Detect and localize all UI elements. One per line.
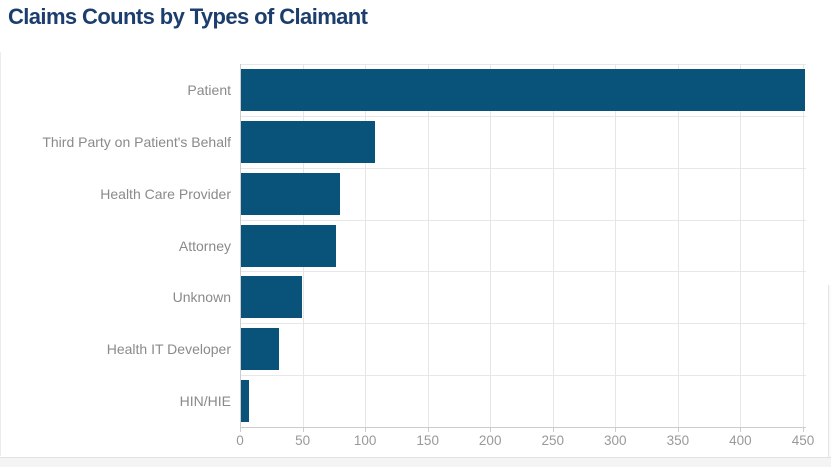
gridline-vertical [803,64,804,427]
gridline-vertical [677,64,679,427]
category-label: HIN/HIE [179,393,231,410]
gridline-horizontal [240,115,806,117]
bar[interactable] [241,224,337,267]
gridline-vertical [552,64,554,427]
category-label: Patient [187,81,231,98]
x-axis-tick-mark [740,427,742,432]
x-axis-line [240,427,806,428]
gridline-vertical [740,64,742,427]
category-label: Attorney [178,237,231,254]
category-label: Health IT Developer [106,341,231,358]
gridline-vertical [490,64,492,427]
x-tick-label: 200 [478,433,502,448]
x-tick-label: 100 [353,433,377,448]
gridline-horizontal [240,64,806,65]
y-axis-line [240,64,241,427]
gridline-vertical [615,64,617,427]
gridline-horizontal [240,167,806,169]
x-tick-label: 250 [541,433,565,448]
category-label: Health Care Provider [100,185,231,202]
gridline-horizontal [240,375,806,377]
x-tick-label: 50 [295,433,311,448]
gridline-horizontal [240,323,806,325]
x-axis-tick-mark [677,427,679,432]
x-tick-label: 150 [416,433,439,448]
page-bottom-divider [0,457,831,467]
gridline-vertical [427,64,429,427]
x-tick-label: 350 [666,433,690,448]
x-axis-tick-mark [240,427,241,432]
x-tick-label: 0 [236,433,244,448]
bar[interactable] [241,276,303,319]
bar[interactable] [241,68,806,111]
page-right-edge-strip [828,285,831,467]
x-tick-label: 300 [604,433,627,448]
bar[interactable] [241,172,340,215]
x-axis-tick-mark [365,427,367,432]
chart-title: Claims Counts by Types of Claimant [8,4,368,29]
x-axis-tick-mark [490,427,492,432]
gridline-horizontal [240,219,806,221]
category-label: Third Party on Patient's Behalf [42,133,231,150]
x-axis-tick-mark [803,427,804,432]
gridline-horizontal [240,271,806,273]
bar[interactable] [241,120,375,163]
bar[interactable] [241,328,279,371]
x-axis-tick-mark [302,427,304,432]
x-axis-tick-mark [615,427,617,432]
bar[interactable] [241,380,249,423]
category-label: Unknown [172,289,231,306]
x-tick-label: 400 [729,433,752,448]
chart-left-border [0,52,1,456]
x-axis-tick-mark [427,427,429,432]
x-axis-tick-mark [552,427,554,432]
x-tick-label: 450 [791,433,815,448]
gridline-vertical [365,64,367,427]
